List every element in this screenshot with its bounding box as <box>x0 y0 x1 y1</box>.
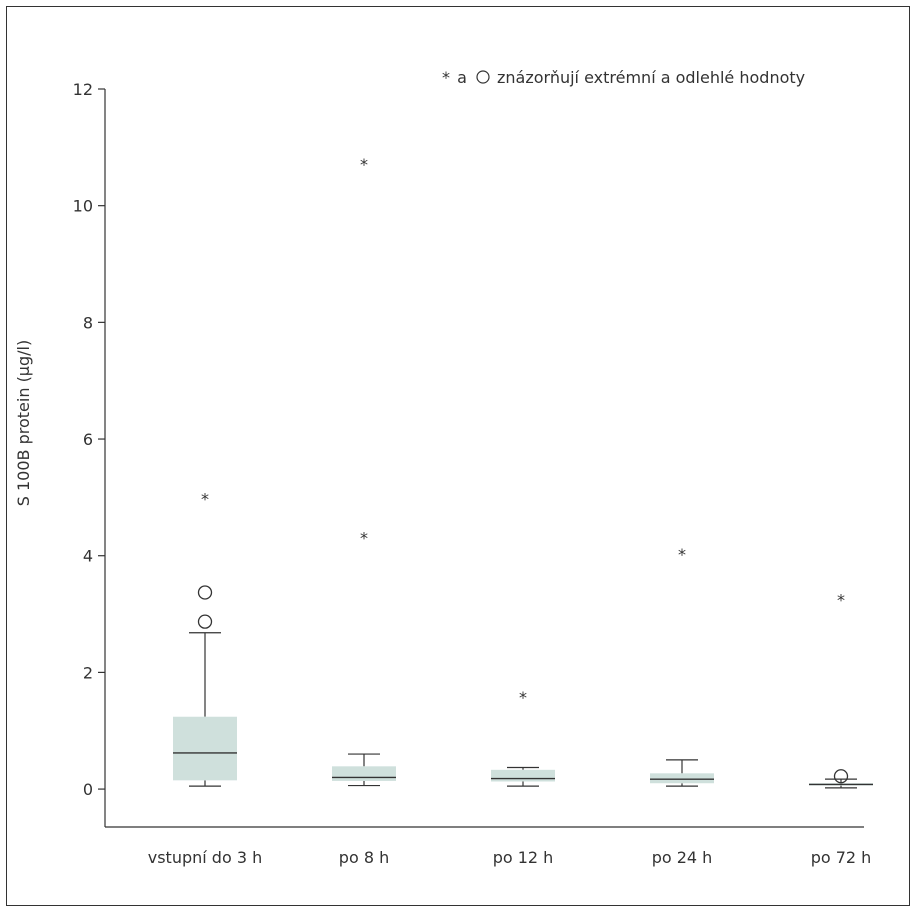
extreme-star: * <box>360 155 368 174</box>
box-group: * <box>173 489 237 787</box>
boxes: ****** <box>173 155 873 789</box>
box-group: * <box>650 545 714 787</box>
y-tick-label: 6 <box>83 430 93 449</box>
extreme-star: * <box>360 529 368 548</box>
y-axis-title: S 100B protein (µg/l) <box>14 340 33 506</box>
box-body <box>650 773 714 784</box>
box-body <box>332 766 396 781</box>
box-group: * <box>809 590 873 789</box>
y-tick-label: 8 <box>83 313 93 332</box>
y-ticks: 0 2 4 6 8 10 12 <box>73 80 105 799</box>
legend-star-icon: * <box>442 68 450 87</box>
legend-description: znázorňují extrémní a odlehlé hodnoty <box>497 68 805 87</box>
x-tick-label: po 8 h <box>339 848 389 867</box>
legend-and-text: a <box>457 68 467 87</box>
box-group: * <box>491 688 555 787</box>
y-tick-label: 0 <box>83 780 93 799</box>
extreme-star: * <box>201 489 209 508</box>
extreme-star: * <box>678 545 686 564</box>
legend-circle-icon <box>476 70 490 84</box>
y-tick-label: 10 <box>73 197 93 216</box>
y-tick-label: 2 <box>83 663 93 682</box>
x-tick-label: vstupní do 3 h <box>148 848 262 867</box>
legend: * a znázorňují extrémní a odlehlé hodnot… <box>442 68 805 87</box>
x-tick-label: po 72 h <box>811 848 872 867</box>
outlier-circle <box>833 769 849 784</box>
box-body <box>491 769 555 782</box>
x-ticks: vstupní do 3 h po 8 h po 12 h po 24 h po 72 … <box>148 848 872 867</box>
box-group: ** <box>332 155 396 787</box>
y-tick-label: 4 <box>83 547 93 566</box>
outlier-circle <box>197 585 213 600</box>
x-tick-label: po 24 h <box>652 848 713 867</box>
y-tick-label: 12 <box>73 80 93 99</box>
extreme-star: * <box>837 590 845 609</box>
chart-frame: 0 2 4 6 8 10 12 vstupní do 3 h po 8 h po 12 h po … <box>6 6 910 906</box>
extreme-star: * <box>519 688 527 707</box>
axes <box>104 89 864 828</box>
outlier-circle <box>197 614 213 629</box>
x-tick-label: po 12 h <box>493 848 554 867</box>
box-body <box>173 716 237 781</box>
box-plot-chart: 0 2 4 6 8 10 12 vstupní do 3 h po 8 h po 12 h po … <box>14 68 873 867</box>
